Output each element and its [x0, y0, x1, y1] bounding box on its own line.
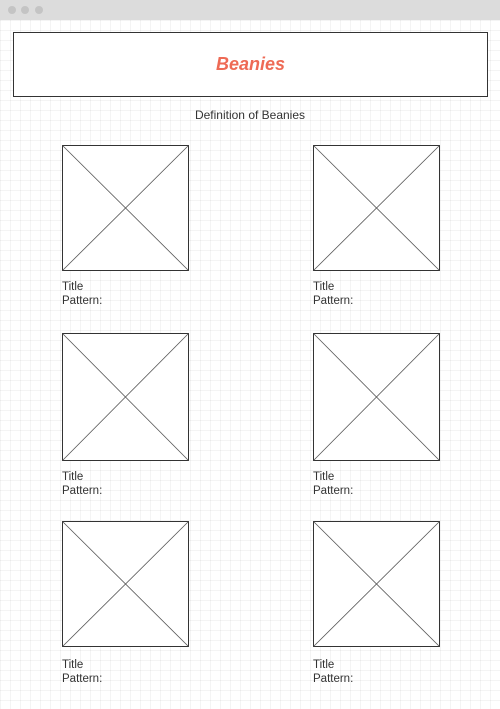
product-pattern-label: Pattern:	[313, 672, 354, 685]
product-title: Title	[62, 659, 84, 671]
image-placeholder-icon[interactable]	[62, 145, 189, 271]
window-maximize-dot-icon[interactable]	[35, 6, 43, 14]
image-placeholder-icon[interactable]	[62, 333, 189, 461]
product-card[interactable]: Title Pattern:	[313, 333, 443, 498]
page-header: Beanies	[13, 32, 488, 97]
product-title: Title	[313, 471, 335, 483]
product-card[interactable]: Title Pattern:	[62, 521, 192, 686]
page-subtitle: Definition of Beanies	[194, 108, 306, 122]
product-card[interactable]: Title Pattern:	[313, 521, 443, 686]
page-title: Beanies	[215, 54, 286, 74]
window-minimize-dot-icon[interactable]	[21, 6, 29, 14]
product-card[interactable]: Title Pattern:	[62, 333, 192, 498]
product-pattern-label: Pattern:	[62, 294, 103, 307]
product-card[interactable]: Title Pattern:	[62, 145, 192, 308]
product-pattern-label: Pattern:	[62, 484, 103, 497]
product-pattern-label: Pattern:	[313, 484, 354, 497]
window-close-dot-icon[interactable]	[8, 6, 16, 14]
image-placeholder-icon[interactable]	[313, 521, 440, 647]
image-placeholder-icon[interactable]	[313, 333, 440, 461]
image-placeholder-icon[interactable]	[313, 145, 440, 271]
window-title-bar	[0, 0, 500, 20]
product-title: Title	[313, 281, 335, 293]
product-pattern-label: Pattern:	[62, 672, 103, 685]
product-pattern-label: Pattern:	[313, 294, 354, 307]
image-placeholder-icon[interactable]	[62, 521, 189, 647]
product-card[interactable]: Title Pattern:	[313, 145, 443, 308]
product-title: Title	[313, 659, 335, 671]
product-title: Title	[62, 471, 84, 483]
product-title: Title	[62, 281, 84, 293]
